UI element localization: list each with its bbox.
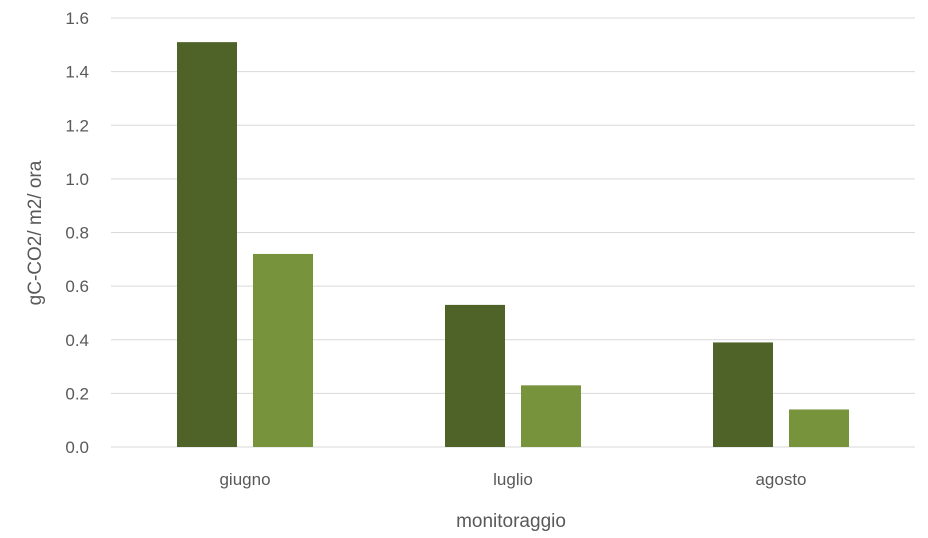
bars [177,42,849,447]
y-axis-title: gC-CO2/ m2/ ora [25,160,46,305]
bar-luglio-series-2 [521,385,581,447]
y-tick-label: 1.6 [65,9,89,28]
x-tick-label-agosto: agosto [755,470,806,489]
y-axis-ticks: 0.0 0.2 0.4 0.6 0.8 1.0 1.2 1.4 1.6 [65,9,89,457]
y-tick-label: 0.4 [65,331,89,350]
y-tick-label: 0.2 [65,384,89,403]
y-tick-label: 0.0 [65,438,89,457]
gridlines [111,17,915,448]
bar-giugno-series-2 [253,253,313,447]
x-axis-ticks: giugno luglio agosto [219,470,806,489]
x-tick-label-luglio: luglio [493,470,533,489]
x-tick-label-giugno: giugno [219,470,270,489]
y-tick-label: 0.8 [65,224,89,243]
bar-agosto-series-2 [789,409,849,447]
y-tick-label: 0.6 [65,277,89,296]
bar-giugno-series-1 [177,42,237,447]
y-tick-label: 1.4 [65,63,89,82]
bar-agosto-series-1 [713,342,773,447]
y-tick-label: 1.2 [65,116,89,135]
x-axis-title: monitoraggio [456,511,566,532]
bar-luglio-series-1 [445,304,505,447]
y-tick-label: 1.0 [65,170,89,189]
